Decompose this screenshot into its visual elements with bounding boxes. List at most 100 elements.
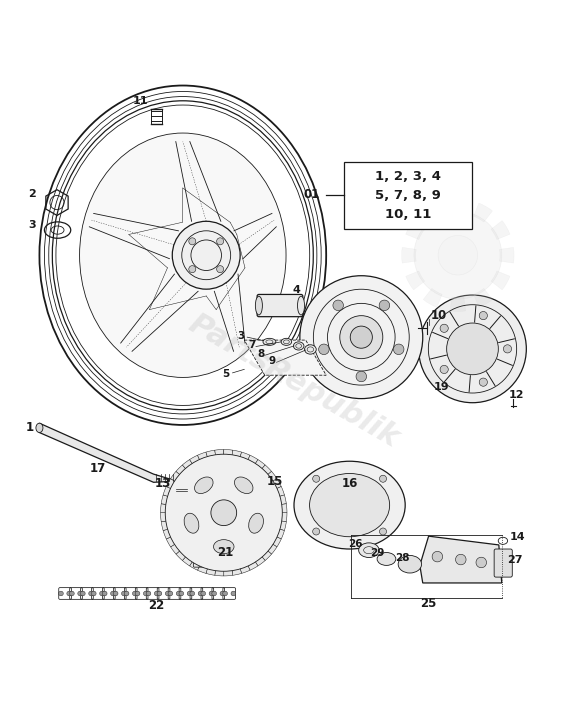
Circle shape bbox=[414, 212, 502, 299]
Text: 2: 2 bbox=[28, 189, 36, 198]
Wedge shape bbox=[272, 478, 281, 489]
Wedge shape bbox=[161, 513, 167, 522]
Ellipse shape bbox=[309, 473, 390, 537]
Circle shape bbox=[211, 500, 236, 526]
Wedge shape bbox=[276, 529, 285, 539]
Text: 1: 1 bbox=[25, 422, 34, 434]
Wedge shape bbox=[240, 565, 250, 574]
Wedge shape bbox=[182, 556, 193, 566]
Ellipse shape bbox=[281, 338, 292, 345]
Ellipse shape bbox=[398, 555, 422, 573]
Text: PartsRepublik: PartsRepublik bbox=[183, 309, 405, 453]
Circle shape bbox=[91, 591, 96, 596]
Wedge shape bbox=[279, 521, 286, 531]
Wedge shape bbox=[206, 450, 216, 458]
Text: 16: 16 bbox=[342, 477, 358, 490]
Ellipse shape bbox=[294, 461, 405, 549]
FancyBboxPatch shape bbox=[257, 294, 303, 317]
Circle shape bbox=[59, 591, 64, 596]
Wedge shape bbox=[423, 203, 442, 222]
Circle shape bbox=[132, 591, 137, 596]
Circle shape bbox=[313, 475, 320, 482]
Wedge shape bbox=[166, 537, 176, 547]
Ellipse shape bbox=[79, 133, 286, 377]
Wedge shape bbox=[272, 537, 281, 547]
Text: 27: 27 bbox=[507, 555, 523, 565]
Circle shape bbox=[313, 528, 320, 535]
Circle shape bbox=[456, 554, 466, 565]
Circle shape bbox=[189, 238, 196, 245]
Ellipse shape bbox=[263, 338, 276, 345]
Text: 28: 28 bbox=[396, 553, 410, 563]
Circle shape bbox=[201, 591, 206, 596]
Wedge shape bbox=[232, 450, 242, 458]
Wedge shape bbox=[248, 455, 258, 465]
Wedge shape bbox=[280, 504, 287, 513]
Ellipse shape bbox=[36, 423, 43, 433]
Circle shape bbox=[438, 236, 477, 275]
Circle shape bbox=[89, 591, 93, 596]
Wedge shape bbox=[491, 221, 510, 239]
Wedge shape bbox=[161, 495, 169, 505]
Ellipse shape bbox=[359, 543, 379, 558]
Circle shape bbox=[432, 551, 443, 562]
Circle shape bbox=[69, 591, 74, 596]
Text: 8: 8 bbox=[257, 349, 264, 359]
Wedge shape bbox=[224, 569, 233, 576]
Text: 13: 13 bbox=[154, 477, 171, 490]
Circle shape bbox=[157, 591, 162, 596]
Text: 01: 01 bbox=[303, 188, 320, 201]
Circle shape bbox=[122, 591, 126, 596]
Ellipse shape bbox=[255, 296, 262, 315]
Text: 21: 21 bbox=[217, 546, 233, 559]
Wedge shape bbox=[161, 504, 167, 513]
Circle shape bbox=[300, 276, 423, 398]
Circle shape bbox=[189, 265, 196, 273]
Text: 5: 5 bbox=[222, 369, 229, 379]
Circle shape bbox=[187, 591, 192, 596]
Wedge shape bbox=[189, 561, 200, 570]
Text: 4: 4 bbox=[293, 285, 301, 295]
Circle shape bbox=[155, 591, 159, 596]
Ellipse shape bbox=[249, 513, 263, 533]
Ellipse shape bbox=[195, 477, 213, 494]
Text: 26: 26 bbox=[348, 539, 363, 549]
Wedge shape bbox=[240, 452, 250, 461]
Circle shape bbox=[356, 371, 366, 382]
Circle shape bbox=[168, 591, 173, 596]
Circle shape bbox=[333, 300, 343, 310]
Ellipse shape bbox=[235, 477, 253, 494]
Circle shape bbox=[379, 528, 386, 535]
Wedge shape bbox=[189, 455, 200, 465]
Wedge shape bbox=[474, 289, 493, 308]
Circle shape bbox=[176, 591, 181, 596]
Circle shape bbox=[209, 591, 214, 596]
Wedge shape bbox=[406, 271, 425, 290]
Wedge shape bbox=[267, 544, 277, 554]
Circle shape bbox=[102, 591, 107, 596]
Text: 14: 14 bbox=[509, 531, 525, 542]
Wedge shape bbox=[176, 550, 186, 561]
Wedge shape bbox=[261, 465, 272, 475]
Text: 25: 25 bbox=[420, 597, 437, 610]
Circle shape bbox=[212, 591, 216, 596]
Circle shape bbox=[172, 221, 240, 289]
Ellipse shape bbox=[184, 513, 199, 533]
Circle shape bbox=[419, 295, 526, 403]
Circle shape bbox=[340, 316, 383, 358]
Wedge shape bbox=[276, 486, 285, 497]
Polygon shape bbox=[39, 423, 177, 482]
Wedge shape bbox=[171, 544, 181, 554]
Circle shape bbox=[350, 326, 372, 348]
Wedge shape bbox=[163, 529, 172, 539]
Circle shape bbox=[165, 454, 282, 571]
Circle shape bbox=[190, 591, 195, 596]
Circle shape bbox=[124, 591, 129, 596]
Circle shape bbox=[379, 300, 390, 310]
Wedge shape bbox=[406, 221, 425, 239]
Wedge shape bbox=[450, 297, 466, 311]
Circle shape bbox=[67, 591, 72, 596]
Circle shape bbox=[223, 591, 228, 596]
Wedge shape bbox=[182, 459, 193, 470]
Circle shape bbox=[479, 378, 487, 386]
